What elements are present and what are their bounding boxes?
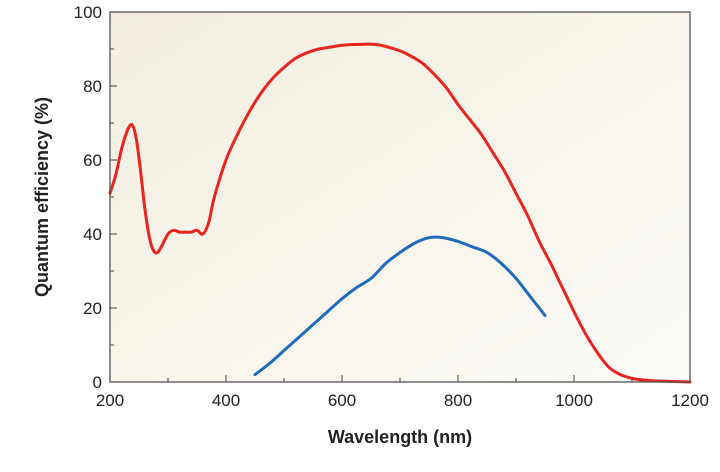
series-line-2 (253, 235, 547, 377)
series-layer (108, 42, 692, 384)
tick-labels: 200 400 600 800 1000 1200 0 20 40 60 80 100 (74, 3, 709, 410)
x-tick-label: 600 (328, 391, 356, 410)
y-tick-label: 60 (83, 151, 102, 170)
y-tick-label: 80 (83, 77, 102, 96)
series-line-1 (108, 42, 692, 384)
plot-frame (109, 11, 691, 383)
plot-area (110, 12, 690, 382)
x-tick-label: 1200 (671, 391, 709, 410)
x-tick-label: 200 (96, 391, 124, 410)
y-tick-label: 100 (74, 3, 102, 22)
y-tick-label: 0 (93, 373, 102, 392)
x-tick-label: 400 (212, 391, 240, 410)
y-tick-label: 40 (83, 225, 102, 244)
y-axis-label: Quantum efficiency (%) (32, 97, 52, 297)
x-tick-label: 800 (444, 391, 472, 410)
x-axis-label: Wavelength (nm) (328, 427, 472, 447)
y-tick-label: 20 (83, 299, 102, 318)
x-tick-label: 1000 (555, 391, 593, 410)
